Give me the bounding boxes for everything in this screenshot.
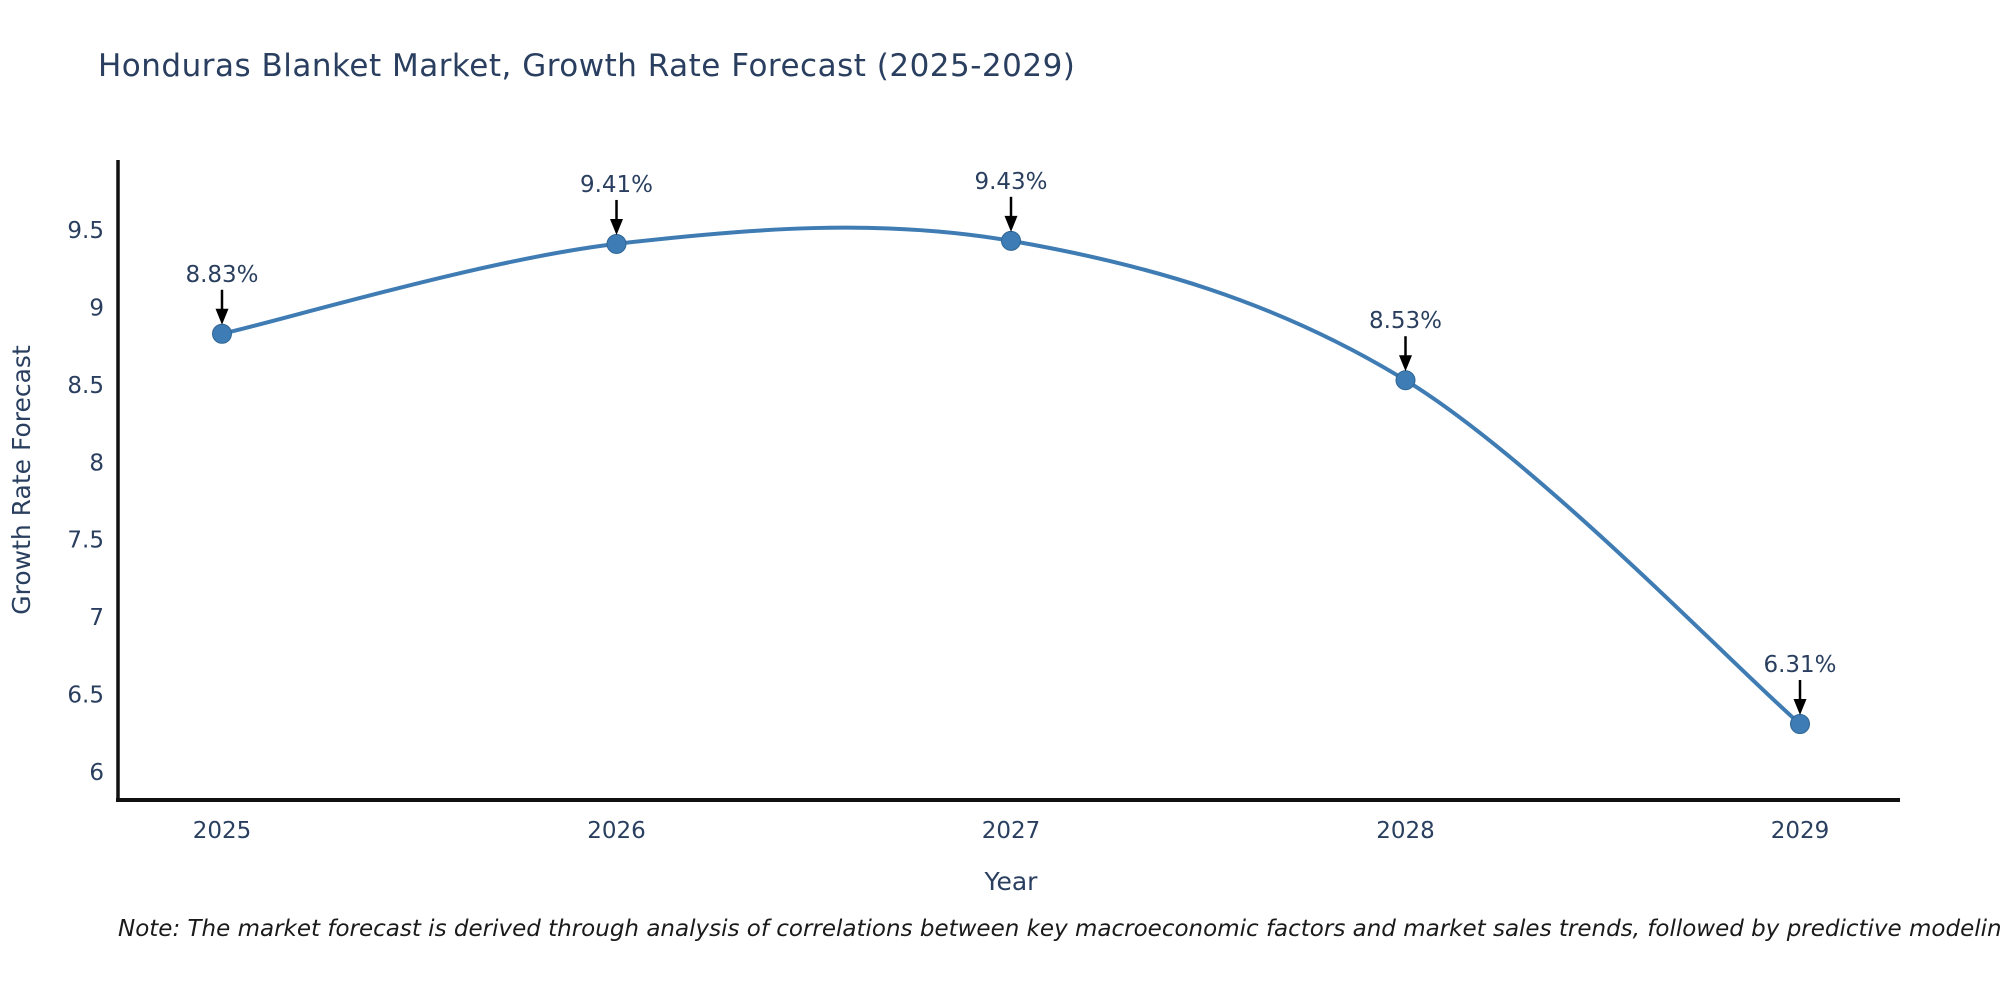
data-point-label: 8.53% xyxy=(1369,308,1442,334)
annotation-arrowhead xyxy=(1793,698,1807,715)
data-point-label: 6.31% xyxy=(1763,652,1836,678)
data-point[interactable] xyxy=(1001,230,1021,251)
data-point-label: 9.41% xyxy=(580,172,653,198)
data-point-label: 8.83% xyxy=(185,262,258,288)
y-tick-label: 7 xyxy=(89,605,104,631)
annotation-arrowhead xyxy=(215,308,229,325)
data-point[interactable] xyxy=(606,233,627,254)
x-tick-label: 2029 xyxy=(1771,818,1830,844)
y-tick-label: 6 xyxy=(89,760,104,786)
y-tick-label: 9 xyxy=(89,295,104,321)
y-tick-label: 7.5 xyxy=(67,528,104,554)
y-axis-title: Growth Rate Forecast xyxy=(7,345,36,615)
annotation-arrowhead xyxy=(610,218,623,235)
y-tick-label: 8.5 xyxy=(67,373,104,399)
forecast-line xyxy=(220,225,1802,726)
chart-title: Honduras Blanket Market, Growth Rate For… xyxy=(98,48,1076,84)
annotation-arrowhead xyxy=(1399,355,1412,372)
y-tick-label: 6.5 xyxy=(67,683,104,709)
data-point[interactable] xyxy=(212,323,232,344)
x-tick-label: 2028 xyxy=(1376,818,1435,844)
x-tick-label: 2027 xyxy=(982,818,1041,844)
x-tick-label: 2026 xyxy=(587,818,646,844)
data-point[interactable] xyxy=(1395,370,1416,391)
y-tick-label: 9.5 xyxy=(67,218,104,244)
annotation-arrowhead xyxy=(1004,215,1018,232)
data-point-label: 9.43% xyxy=(974,169,1047,195)
x-tick-label: 2025 xyxy=(193,818,252,844)
y-tick-label: 8 xyxy=(89,450,104,476)
footnote: Note: The market forecast is derived thr… xyxy=(118,916,2000,942)
data-point[interactable] xyxy=(1790,713,1810,734)
x-axis-title: Year xyxy=(984,867,1039,896)
